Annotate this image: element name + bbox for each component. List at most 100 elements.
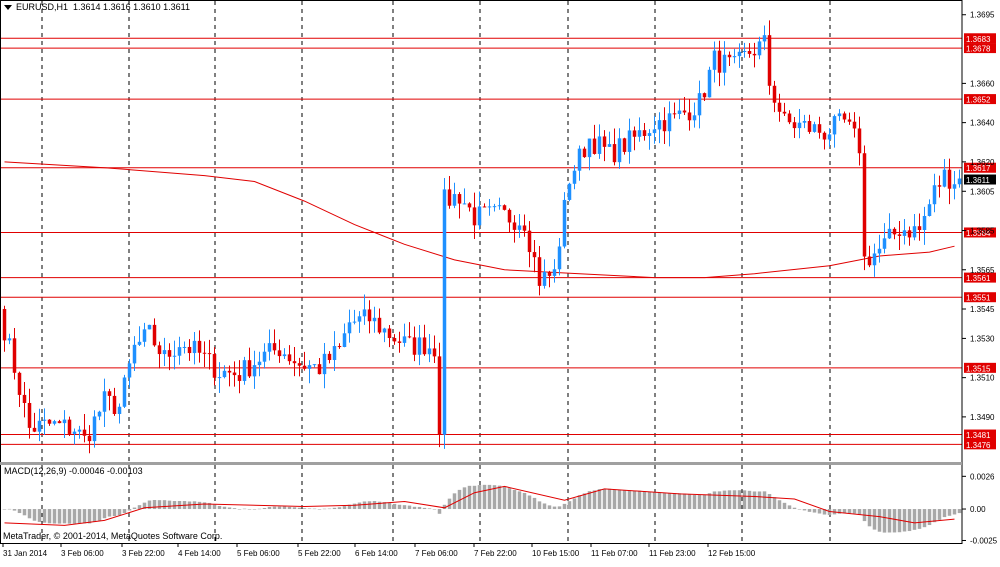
macd-bar [287,506,292,510]
candle-bull [362,309,367,317]
candle-bull [312,364,317,366]
macd-bar [497,485,502,510]
macd-bar [667,492,672,510]
candle-bear [107,391,112,396]
macd-bar [147,500,152,510]
x-tick-label: 5 Feb 22:00 [298,549,341,558]
macd-bar [247,509,252,510]
candle-bear [522,225,527,231]
macd-bar [757,491,762,510]
macd-bar [27,509,32,519]
macd-bar [677,493,682,510]
candle-bear [397,341,402,343]
x-tick-label: 31 Jan 2014 [3,549,48,558]
candle-bear [612,144,617,163]
candle-bull [887,228,892,239]
pane-separator [0,462,962,465]
macd-bar [92,509,97,523]
candle-bull [557,246,562,270]
macd-bar [7,508,12,510]
candle-bull [192,340,197,354]
macd-bar [107,509,112,517]
macd-bar [292,507,297,510]
x-tick-label: 7 Feb 06:00 [415,549,458,558]
chart-header: EURUSD,H1 1.3614 1.3616 1.3610 1.3611 [4,2,190,12]
y-tick-label: 1.3545 [970,305,995,314]
macd-bar [932,509,937,523]
macd-bar [647,491,652,510]
macd-bar [317,509,322,510]
macd-bar [77,509,82,524]
candle-bear [847,119,852,122]
candle-bull [607,144,612,147]
macd-bar [197,501,202,510]
candle-bull [242,360,247,381]
candle-bear [287,354,292,362]
candle-bull [442,189,447,435]
macd-bar [517,491,522,510]
y-tick-label: 1.3530 [970,334,995,343]
candle-bear [247,360,252,377]
candle-bear [377,317,382,333]
macd-bar [672,493,677,510]
candle-bear [582,148,587,158]
candle-bear [277,350,282,357]
macd-bar [422,507,427,510]
macd-bar [432,509,437,510]
macd-bar [657,492,662,510]
candle-bear [67,419,72,434]
macd-bar [452,493,457,510]
macd-bar [97,509,102,521]
level-tag [964,429,996,440]
candle-bull [562,199,567,247]
level-tag-label: 1.3617 [966,164,991,173]
macd-bar [472,485,477,510]
candle-bull [77,429,82,432]
candle-bull [637,130,642,137]
candle-bear [197,340,202,353]
macd-bar [612,489,617,510]
candle-bear [17,372,22,395]
candle-bull [462,203,467,205]
dropdown-arrow-icon[interactable] [4,5,12,11]
macd-bar [62,509,67,524]
candle-bull [922,215,927,231]
candle-bull [97,411,102,417]
macd-bar [172,501,177,510]
candle-bear [472,207,477,226]
macd-bar [572,498,577,510]
candle-bear [22,394,27,403]
macd-bar [167,500,172,510]
candle-bull [492,206,497,208]
candle-bear [82,429,87,436]
candle-bull [757,41,762,56]
candle-bull [222,370,227,378]
macd-bar [202,502,207,510]
macd-bar [372,501,377,510]
x-tick-label: 3 Feb 22:00 [122,549,165,558]
level-tag-label: 1.3584 [966,229,991,238]
candle-bear [682,110,687,113]
macd-bar [157,500,162,510]
macd-bar [707,493,712,510]
candle-bear [947,169,952,189]
candle-bear [662,120,667,132]
macd-y-tick-label: 0.0026 [970,472,995,481]
macd-bar [822,509,827,515]
candle-bull [932,185,937,205]
macd-bar [272,506,277,510]
level-tag-label: 1.3551 [966,294,991,303]
candle-bear [537,257,542,286]
level-tag [964,362,996,373]
macd-bar [927,509,932,526]
candle-bull [737,51,742,57]
y-tick-label: 1.3565 [970,266,995,275]
candle-bull [742,50,747,52]
grid-layer [41,1,831,543]
x-tick-label: 11 Feb 07:00 [591,549,638,558]
y-tick-label: 1.3620 [970,158,995,167]
macd-bar [347,504,352,510]
